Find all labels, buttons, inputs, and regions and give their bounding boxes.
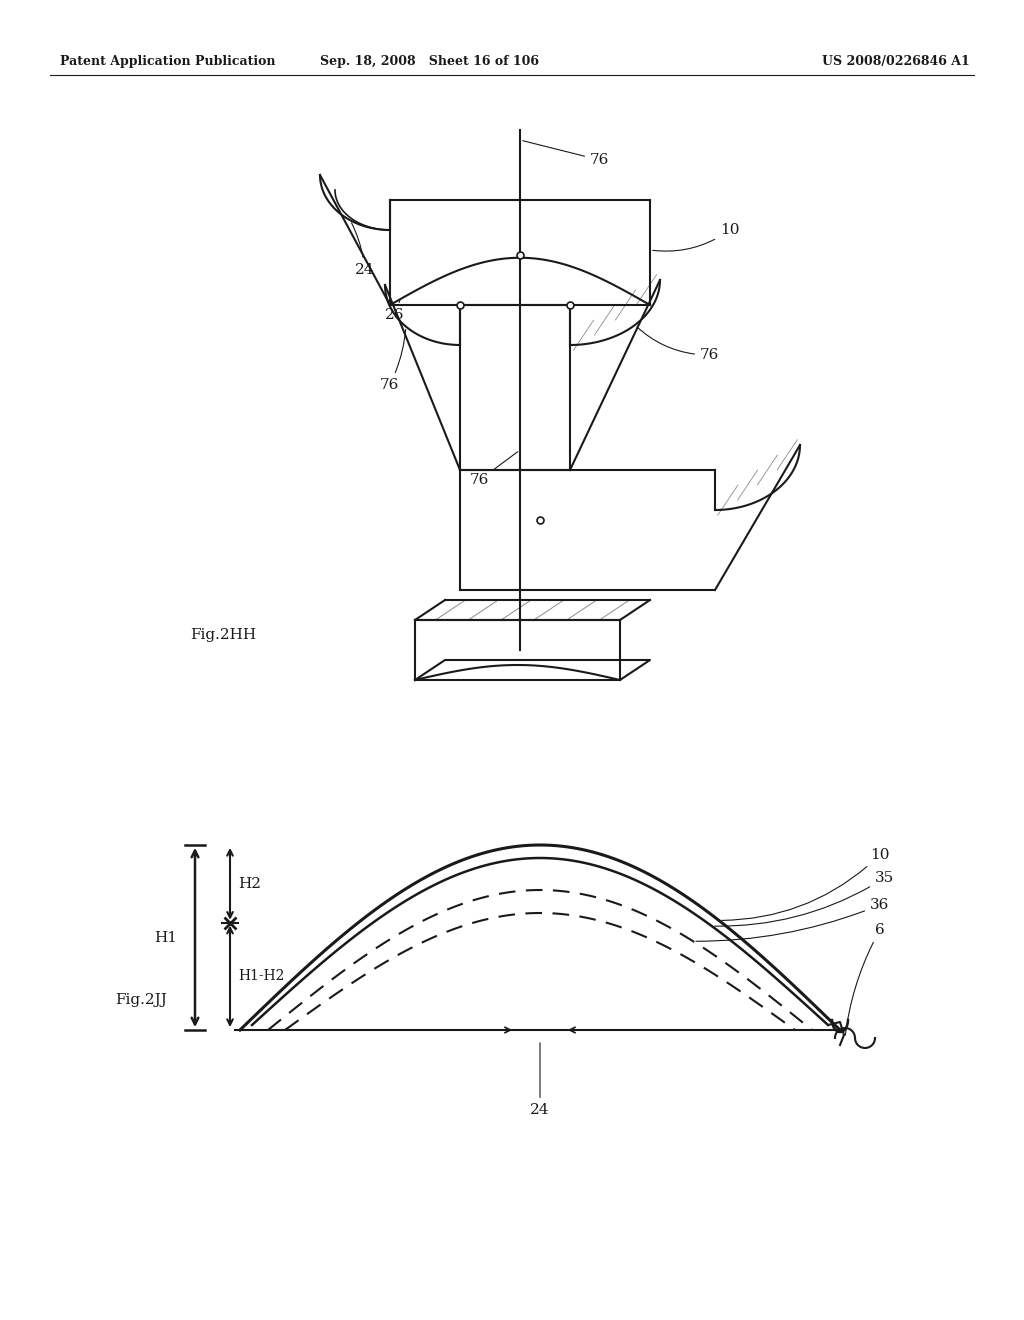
Text: Fig.2HH: Fig.2HH (190, 628, 256, 642)
Text: H1: H1 (154, 931, 177, 945)
Text: Sep. 18, 2008   Sheet 16 of 106: Sep. 18, 2008 Sheet 16 of 106 (321, 55, 540, 69)
Text: 76: 76 (380, 329, 406, 392)
Text: 35: 35 (715, 871, 894, 927)
Text: 26: 26 (385, 300, 404, 322)
Text: 24: 24 (351, 223, 375, 277)
Text: 10: 10 (722, 847, 890, 920)
Text: Patent Application Publication: Patent Application Publication (60, 55, 275, 69)
Text: 76: 76 (637, 327, 720, 362)
Text: 76: 76 (522, 141, 609, 168)
Text: US 2008/0226846 A1: US 2008/0226846 A1 (822, 55, 970, 69)
Text: 36: 36 (696, 898, 890, 941)
Text: 24: 24 (530, 1043, 550, 1117)
Text: Fig.2JJ: Fig.2JJ (115, 993, 167, 1007)
Text: 10: 10 (652, 223, 739, 251)
Text: H2: H2 (238, 876, 261, 891)
Text: H1-H2: H1-H2 (238, 969, 285, 983)
Text: 6: 6 (846, 923, 885, 1035)
Text: 76: 76 (470, 451, 518, 487)
